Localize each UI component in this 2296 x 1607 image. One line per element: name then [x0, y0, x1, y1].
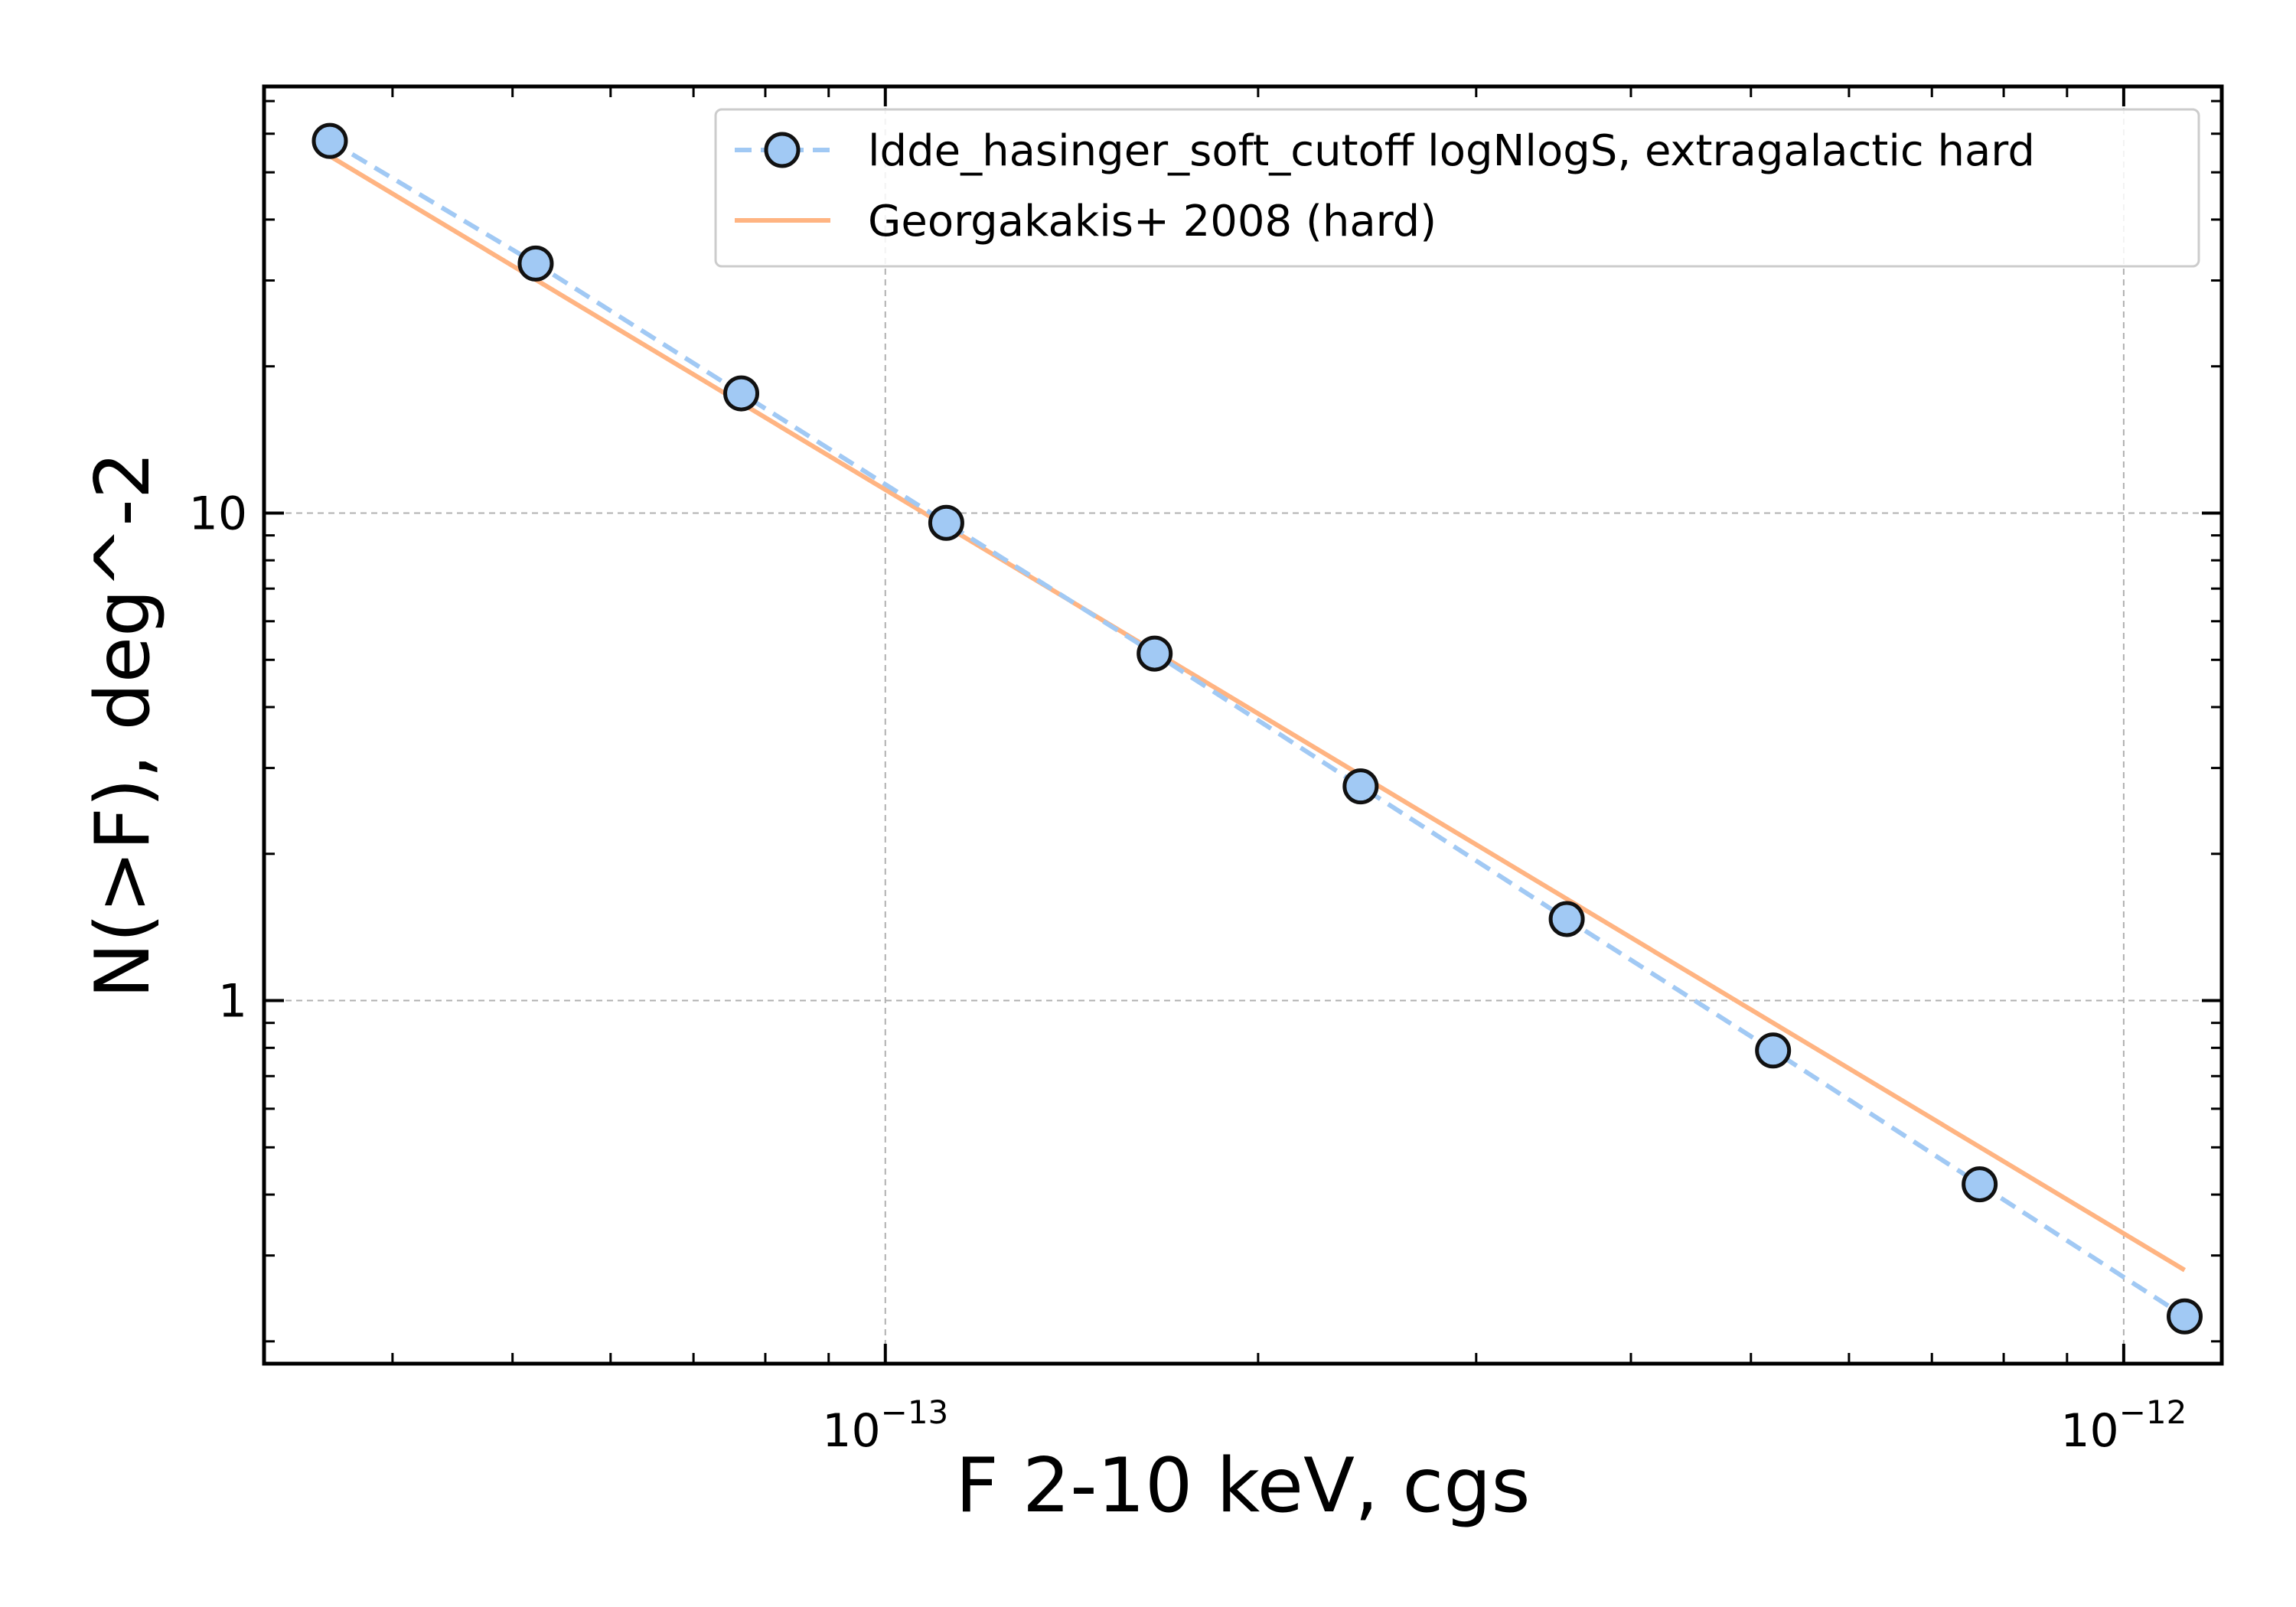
- y-axis-title: N(>F), deg^-2: [80, 451, 167, 999]
- tick-labels: 10−13 10−12 10 1: [189, 487, 2187, 1458]
- series-ldde-point: [2167, 1298, 2203, 1335]
- series-ldde-point: [1755, 1032, 1792, 1069]
- legend-label-ldde: ldde_hasinger_soft_cutoff logNlogS, extr…: [868, 126, 2035, 176]
- plot-frame: [262, 84, 2224, 1366]
- legend-label-georgakakis: Georgakakis+ 2008 (hard): [868, 197, 1437, 246]
- series-ldde-line: [328, 139, 2187, 1319]
- x-tick-label: 10−13: [822, 1393, 948, 1458]
- grid: [264, 86, 2222, 1364]
- series-ldde-point: [928, 504, 964, 541]
- legend: ldde_hasinger_soft_cutoff logNlogS, extr…: [714, 108, 2200, 268]
- series-group: [311, 122, 2203, 1335]
- series-georgakakis-line: [328, 154, 2187, 1273]
- x-tick-label: 10−12: [2060, 1393, 2187, 1458]
- y-tick-label: 10: [189, 487, 247, 540]
- series-ldde-point: [1342, 768, 1379, 805]
- series-ldde-point: [723, 375, 760, 412]
- y-tick-label: 1: [218, 975, 247, 1028]
- legend-box: [714, 108, 2200, 268]
- series-ldde-point: [1137, 635, 1173, 672]
- x-axis-title: F 2-10 keV, cgs: [955, 1442, 1530, 1530]
- series-ldde-point: [517, 245, 554, 282]
- series-ldde-point: [1548, 901, 1585, 937]
- series-ldde-point: [1962, 1166, 1998, 1203]
- legend-swatch-ldde-marker: [764, 132, 801, 168]
- series-ldde-point: [311, 122, 348, 159]
